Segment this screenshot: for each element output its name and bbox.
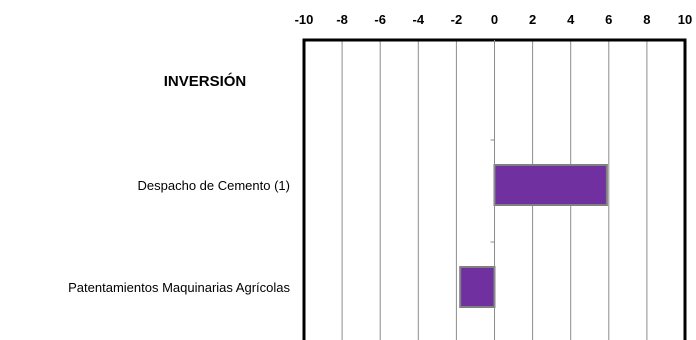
- x-tick-labels: -10 -8 -6 -4 -2 0 2 4 6 8 10: [295, 12, 693, 27]
- x-tick-label: -10: [295, 12, 314, 27]
- axes: [302, 38, 687, 340]
- x-tick-label: 2: [529, 12, 536, 27]
- x-tick-label: -4: [413, 12, 425, 27]
- category-labels: Despacho de Cemento (1) Patentamientos Ma…: [68, 178, 290, 295]
- bars: [459, 164, 608, 308]
- x-tick-label: -8: [336, 12, 348, 27]
- bar-1: [493, 164, 608, 206]
- category-label: Despacho de Cemento (1): [138, 178, 290, 193]
- category-label: Patentamientos Maquinarias Agrícolas: [68, 280, 290, 295]
- x-tick-label: 4: [567, 12, 575, 27]
- x-tick-label: 10: [678, 12, 692, 27]
- x-tick-label: -6: [374, 12, 386, 27]
- x-tick-label: 8: [643, 12, 650, 27]
- bar-2: [459, 266, 496, 308]
- x-tick-label: 6: [605, 12, 612, 27]
- x-tick-label: 0: [491, 12, 498, 27]
- x-tick-label: -2: [451, 12, 463, 27]
- chart-title: INVERSIÓN: [164, 72, 247, 90]
